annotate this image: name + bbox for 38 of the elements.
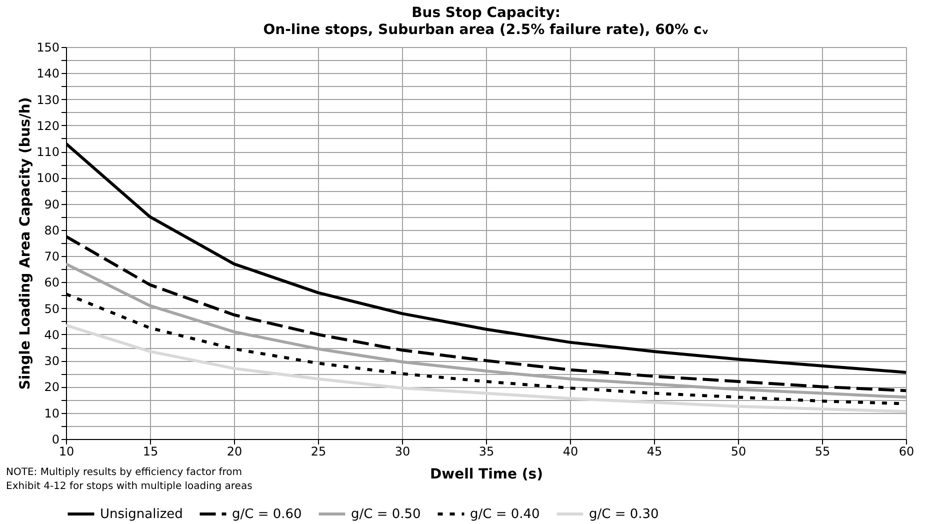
- x-tick-label: 15: [142, 444, 158, 458]
- x-tick-label: 55: [814, 444, 830, 458]
- x-tick-label: 50: [730, 444, 746, 458]
- y-tick-label: 90: [44, 197, 60, 212]
- y-tick-label: 0: [52, 432, 60, 446]
- line-series: [66, 324, 906, 414]
- chart-title: Bus Stop Capacity:: [412, 5, 560, 21]
- legend-label: g/C = 0.30: [589, 507, 659, 522]
- y-tick-label: 100: [36, 171, 60, 186]
- y-tick-label: 60: [44, 276, 60, 290]
- y-tick-label: 30: [44, 354, 60, 368]
- x-tick-label: 60: [898, 444, 914, 458]
- y-tick-label: 80: [44, 223, 60, 238]
- x-tick-label: 35: [478, 444, 494, 458]
- y-tick-label: 40: [44, 328, 60, 342]
- y-tick-label: 20: [44, 380, 60, 394]
- y-tick-label: 110: [36, 145, 60, 160]
- y-tick-label: 140: [36, 66, 60, 81]
- x-tick-label: 25: [310, 444, 326, 458]
- legend-label: Unsignalized: [100, 507, 183, 522]
- x-tick-label: 20: [226, 444, 242, 458]
- y-tick-label: 120: [36, 118, 60, 133]
- legend-label: g/C = 0.50: [351, 507, 421, 522]
- legend-label: g/C = 0.60: [232, 507, 302, 522]
- x-tick-label: 10: [58, 444, 74, 458]
- x-tick-label: 45: [646, 444, 662, 458]
- y-axis-title: Single Loading Area Capacity (bus/h): [18, 97, 34, 390]
- y-tick-label: 130: [36, 92, 60, 107]
- x-axis-title: Dwell Time (s): [430, 466, 543, 482]
- chart-subtitle: On-line stops, Suburban area (2.5% failure rate), 60% cᵥ: [263, 22, 709, 38]
- legend-label: g/C = 0.40: [470, 507, 540, 522]
- y-tick-label: 10: [44, 406, 60, 420]
- x-tick-label: 40: [562, 444, 578, 458]
- y-tick-label: 70: [44, 250, 60, 264]
- text: NOTE: Multiply results by efficiency factor from Exhibit 4-12 for stops with multiple loading areas: [6, 467, 252, 492]
- y-tick-label: 150: [36, 40, 60, 54]
- x-tick-label: 30: [394, 444, 410, 458]
- y-tick-label: 50: [44, 302, 60, 316]
